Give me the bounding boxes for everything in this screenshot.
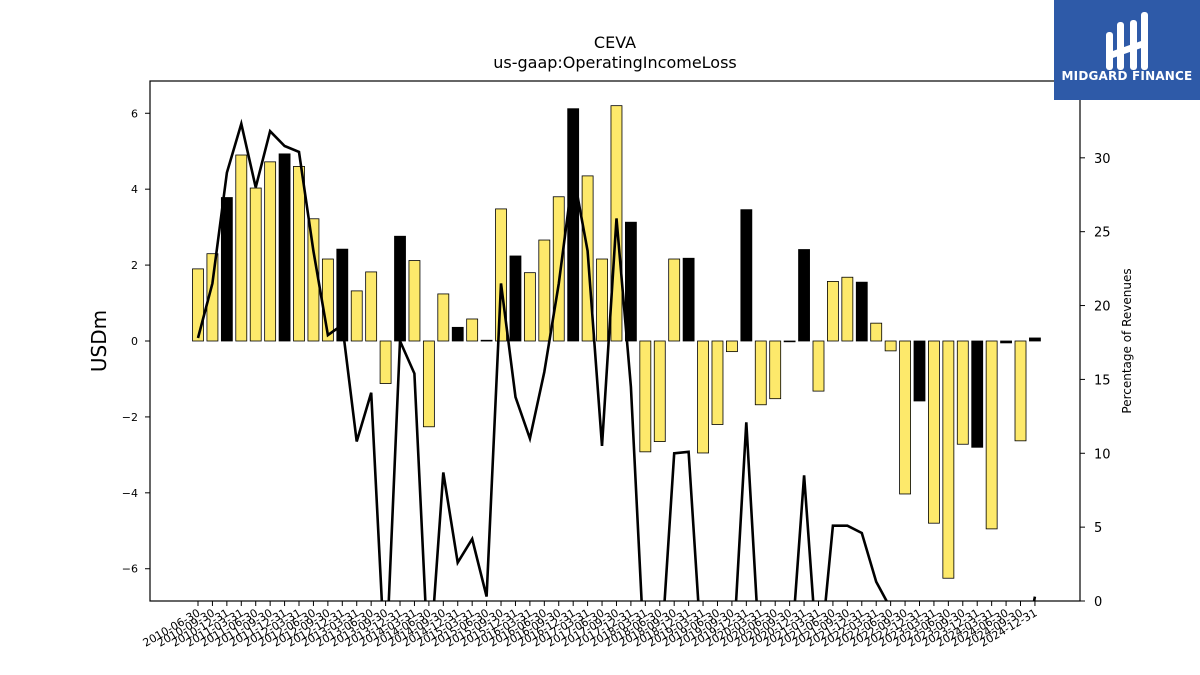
y2-tick-label: 15 xyxy=(1094,373,1111,388)
bar xyxy=(451,326,464,342)
y-tick-label: 2 xyxy=(131,259,138,272)
bar xyxy=(942,340,955,579)
bar xyxy=(697,340,709,454)
x-axis: 2010-06-302010-09-302010-12-312011-03-31… xyxy=(141,601,1039,650)
bar xyxy=(754,340,767,406)
right-axis: 0 5 10 15 20 25 30 xyxy=(1080,152,1111,610)
bar xyxy=(394,235,406,342)
bar xyxy=(740,209,753,342)
y-tick-label: 6 xyxy=(131,107,138,120)
bar xyxy=(913,340,926,402)
bar xyxy=(509,255,522,342)
bar xyxy=(668,258,681,342)
bar xyxy=(827,281,839,342)
bar xyxy=(783,340,796,343)
bar xyxy=(798,249,810,342)
bar xyxy=(480,339,493,342)
bar xyxy=(466,318,479,342)
bar xyxy=(523,272,536,342)
bar xyxy=(884,340,897,352)
y-tick-label: −6 xyxy=(122,563,138,576)
bar xyxy=(192,268,204,342)
bars-layer xyxy=(192,105,1041,579)
bar xyxy=(812,340,825,392)
y-tick-label: 4 xyxy=(131,183,138,196)
bar xyxy=(1014,340,1027,442)
bar xyxy=(899,340,911,495)
bar xyxy=(249,187,262,342)
bar xyxy=(870,322,883,342)
y2-tick-label: 20 xyxy=(1094,300,1111,315)
bar xyxy=(206,253,219,342)
y-axis-label: USDm xyxy=(87,310,111,372)
bar xyxy=(567,108,580,342)
bar xyxy=(336,248,349,342)
bar xyxy=(625,221,637,342)
y-tick-label: −2 xyxy=(122,411,138,424)
bar xyxy=(235,154,248,342)
y2-tick-label: 10 xyxy=(1094,447,1111,462)
line-layer xyxy=(196,118,1037,601)
y2-tick-label: 0 xyxy=(1094,595,1102,610)
bar xyxy=(985,340,998,530)
bar xyxy=(1029,337,1041,342)
y2-axis-label: Percentage of Revenues xyxy=(1120,268,1134,413)
bar xyxy=(769,340,782,400)
bar xyxy=(365,271,378,342)
bar xyxy=(682,257,695,342)
bar xyxy=(495,208,507,342)
y2-tick-label: 25 xyxy=(1094,226,1111,241)
bar xyxy=(928,340,940,524)
y2-tick-label: 30 xyxy=(1094,152,1111,167)
bar xyxy=(293,166,305,342)
bar xyxy=(350,290,363,342)
bar xyxy=(408,260,421,342)
bar xyxy=(855,281,868,342)
bar xyxy=(538,239,551,342)
bar xyxy=(264,161,277,342)
bar xyxy=(711,340,724,425)
y-tick-label: −4 xyxy=(122,487,138,500)
y-tick-label: 0 xyxy=(131,335,138,348)
chart-title: CEVA xyxy=(594,33,636,52)
bar xyxy=(1000,340,1012,344)
bar xyxy=(956,340,969,445)
midgard-finance-logo: MIDGARD FINANCE xyxy=(1054,0,1200,100)
bar xyxy=(379,340,392,384)
bar xyxy=(841,276,854,342)
midgard-logo-icon xyxy=(1106,12,1148,70)
bar xyxy=(220,197,233,342)
bar xyxy=(596,258,608,342)
chart-subtitle: us-gaap:OperatingIncomeLoss xyxy=(493,53,737,72)
bar xyxy=(726,340,738,353)
bar xyxy=(278,153,291,342)
logo-text: MIDGARD FINANCE xyxy=(1061,69,1193,83)
percentage-line xyxy=(196,118,1037,601)
bar xyxy=(422,340,435,428)
left-axis: −6 −4 −2 0 2 4 6 xyxy=(122,107,150,576)
bar xyxy=(653,340,666,442)
bar xyxy=(639,340,652,453)
bar xyxy=(437,293,450,342)
bar xyxy=(971,340,984,448)
y2-tick-label: 5 xyxy=(1094,521,1102,536)
bar xyxy=(552,196,565,342)
